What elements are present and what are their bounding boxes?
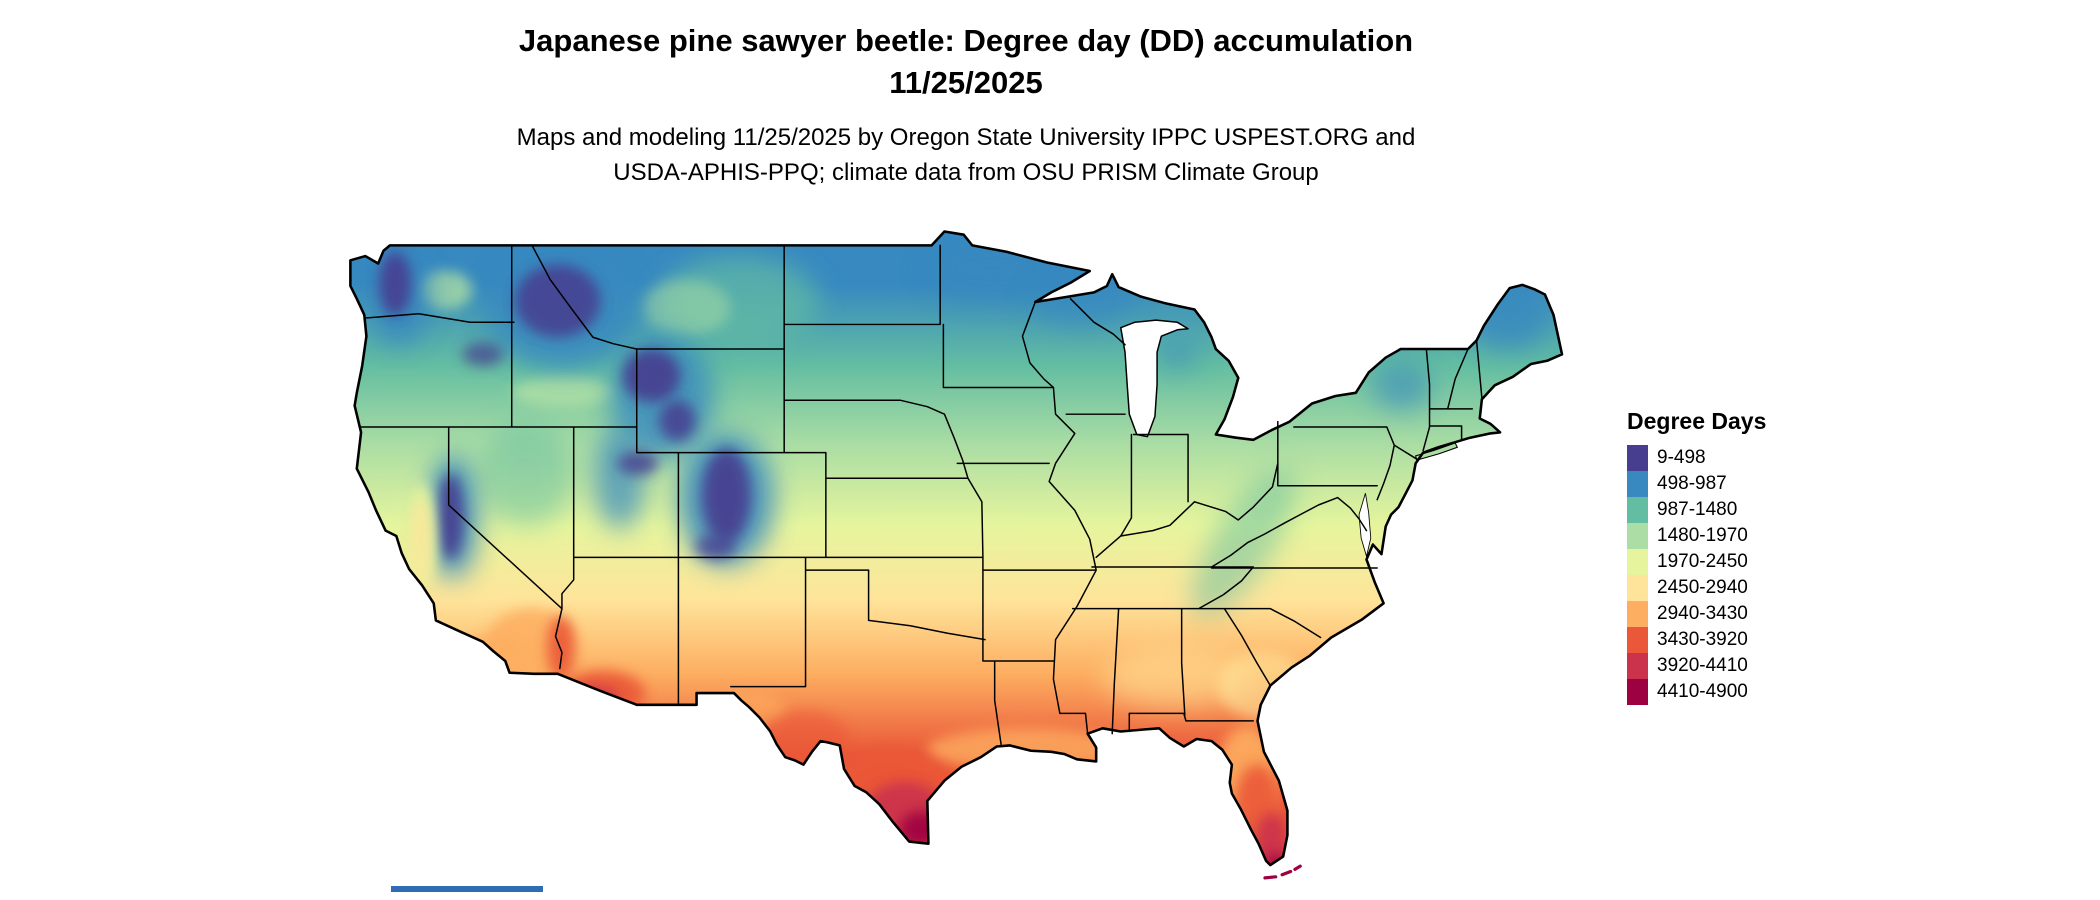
legend-label: 1970-2450 (1657, 551, 1748, 572)
florida-keys (1263, 864, 1302, 880)
legend: Degree Days 9-498 498-987 987-1480 1480-197… (1627, 408, 1766, 705)
legend-item: 3920-4410 (1627, 653, 1766, 679)
legend-swatch (1627, 653, 1648, 679)
map-subtitle: Maps and modeling 11/25/2025 by Oregon S… (0, 120, 1932, 190)
legend-item: 3430-3920 (1627, 627, 1766, 653)
legend-label: 987-1480 (1657, 499, 1738, 520)
legend-label: 9-498 (1657, 447, 1706, 468)
map-subtitle-line2: USDA-APHIS-PPQ; climate data from OSU PR… (613, 159, 1319, 186)
legend-label: 2940-3430 (1657, 603, 1748, 624)
legend-title: Degree Days (1627, 408, 1767, 434)
map-title-line1: Japanese pine sawyer beetle: Degree day … (518, 23, 1414, 58)
legend-label: 1480-1970 (1657, 525, 1748, 546)
legend-swatch (1627, 497, 1648, 523)
legend-item: 2450-2940 (1627, 575, 1766, 601)
map-subtitle-line1: Maps and modeling 11/25/2025 by Oregon S… (516, 124, 1416, 151)
us-outline (349, 230, 1564, 867)
legend-item: 2940-3430 (1627, 601, 1766, 627)
legend-swatch (1627, 471, 1648, 497)
legend-swatch (1627, 549, 1648, 575)
legend-swatch (1627, 575, 1648, 601)
legend-item: 4410-4900 (1627, 679, 1766, 705)
state-borders (360, 244, 1483, 746)
legend-swatch (1627, 679, 1648, 705)
legend-items: 9-498 498-987 987-1480 1480-1970 1970-2450 24… (1627, 445, 1766, 705)
legend-label: 2450-2940 (1657, 577, 1748, 598)
legend-label: 3920-4410 (1657, 655, 1748, 676)
legend-label: 3430-3920 (1657, 629, 1748, 650)
legend-swatch (1627, 523, 1648, 549)
us-map-svg (349, 230, 1564, 880)
legend-swatch (1627, 445, 1648, 471)
legend-item: 9-498 (1627, 445, 1766, 471)
lake-michigan (1120, 319, 1189, 438)
map-title-line2: 11/25/2025 (889, 65, 1043, 100)
cropped-blue-bar (391, 886, 543, 892)
raster-fill-layer (350, 231, 1563, 866)
legend-item: 1970-2450 (1627, 549, 1766, 575)
legend-swatch (1627, 601, 1648, 627)
legend-swatch (1627, 627, 1648, 653)
legend-label: 4410-4900 (1657, 681, 1748, 702)
legend-item: 498-987 (1627, 471, 1766, 497)
legend-item: 1480-1970 (1627, 523, 1766, 549)
us-degree-day-map (333, 224, 1573, 895)
legend-label: 498-987 (1657, 473, 1727, 494)
legend-item: 987-1480 (1627, 497, 1766, 523)
header: Japanese pine sawyer beetle: Degree day … (0, 20, 1932, 190)
